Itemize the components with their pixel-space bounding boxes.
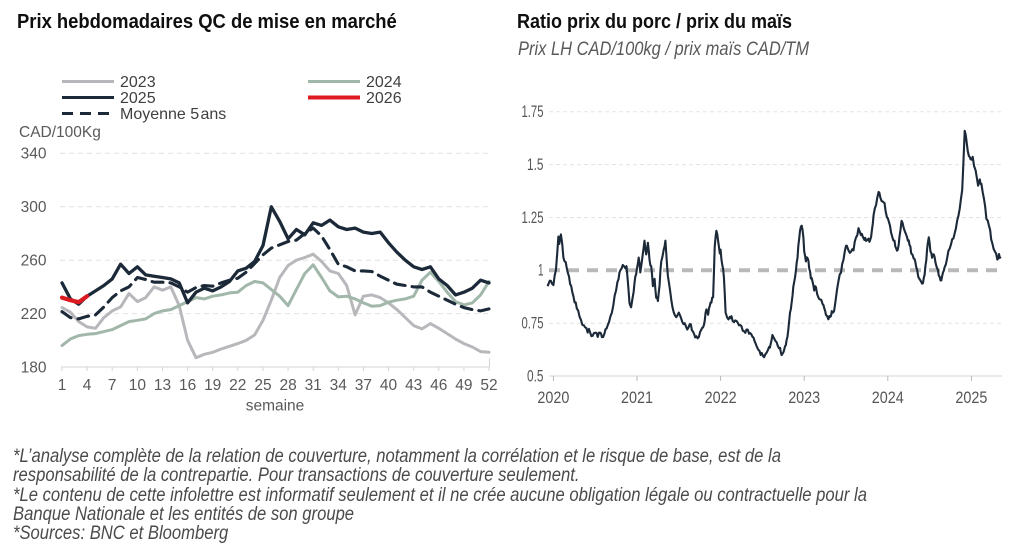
svg-text:7: 7 bbox=[108, 377, 117, 394]
svg-text:CAD/100Kg: CAD/100Kg bbox=[19, 124, 101, 141]
svg-text:2022: 2022 bbox=[705, 388, 737, 407]
svg-text:40: 40 bbox=[380, 377, 398, 394]
svg-text:46: 46 bbox=[430, 377, 447, 394]
svg-text:31: 31 bbox=[305, 377, 322, 394]
svg-text:22: 22 bbox=[229, 377, 246, 394]
svg-text:1.5: 1.5 bbox=[527, 155, 544, 174]
svg-text:10: 10 bbox=[129, 377, 147, 394]
svg-text:34: 34 bbox=[330, 377, 348, 394]
svg-text:220: 220 bbox=[21, 306, 47, 323]
svg-text:1: 1 bbox=[538, 261, 544, 280]
svg-text:13: 13 bbox=[154, 377, 171, 394]
svg-text:340: 340 bbox=[21, 146, 47, 163]
svg-text:0.5: 0.5 bbox=[527, 366, 544, 385]
svg-text:Moyenne 5 ans: Moyenne 5 ans bbox=[120, 106, 226, 123]
svg-text:2025: 2025 bbox=[955, 388, 987, 407]
svg-text:0.75: 0.75 bbox=[522, 314, 544, 333]
svg-text:180: 180 bbox=[21, 359, 47, 376]
svg-text:semaine: semaine bbox=[246, 398, 305, 415]
svg-text:2020: 2020 bbox=[537, 388, 569, 407]
svg-text:25: 25 bbox=[254, 377, 271, 394]
svg-text:2021: 2021 bbox=[621, 388, 653, 407]
svg-text:1.25: 1.25 bbox=[522, 208, 544, 227]
svg-text:2023: 2023 bbox=[788, 388, 820, 407]
svg-text:52: 52 bbox=[480, 377, 497, 394]
svg-text:260: 260 bbox=[21, 253, 47, 270]
svg-text:2024: 2024 bbox=[366, 74, 402, 91]
svg-text:28: 28 bbox=[279, 377, 296, 394]
svg-text:2023: 2023 bbox=[120, 74, 156, 91]
svg-text:16: 16 bbox=[179, 377, 196, 394]
svg-text:2026: 2026 bbox=[366, 90, 402, 107]
svg-text:49: 49 bbox=[455, 377, 472, 394]
svg-text:300: 300 bbox=[21, 199, 47, 216]
svg-text:2024: 2024 bbox=[872, 388, 904, 407]
svg-text:1: 1 bbox=[58, 377, 67, 394]
svg-text:4: 4 bbox=[83, 377, 92, 394]
svg-text:19: 19 bbox=[204, 377, 221, 394]
svg-text:1.75: 1.75 bbox=[522, 102, 544, 121]
svg-text:43: 43 bbox=[405, 377, 422, 394]
svg-text:37: 37 bbox=[355, 377, 372, 394]
svg-text:2025: 2025 bbox=[120, 90, 156, 107]
